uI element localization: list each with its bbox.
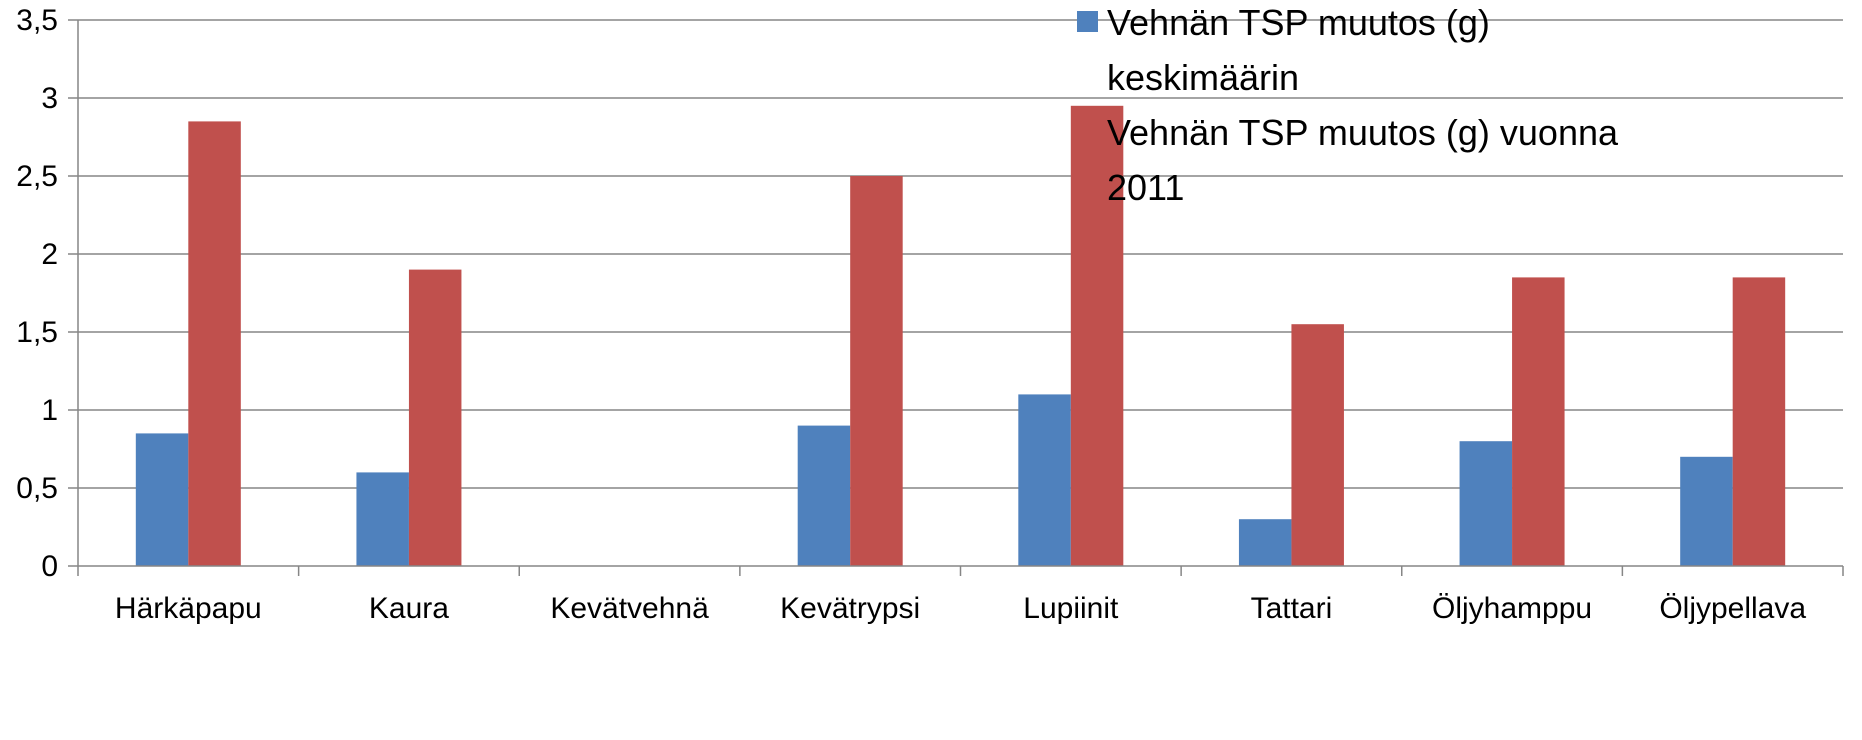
bar bbox=[1238, 519, 1292, 566]
legend-marker bbox=[1077, 11, 1098, 32]
legend-marker bbox=[1077, 121, 1098, 142]
y-tick-labels: 0 0,5 1 1,5 2 2,5 3 3,5 bbox=[16, 4, 58, 583]
x-category-label: Öljyhamppu bbox=[1432, 592, 1592, 625]
bar bbox=[1512, 277, 1565, 566]
bar bbox=[356, 472, 409, 566]
y-tick-label: 0 bbox=[41, 550, 58, 583]
axes bbox=[68, 19, 1844, 576]
bar bbox=[1070, 105, 1124, 567]
x-category-labels: Härkäpapu Kaura Kevätvehnä Kevätrypsi Lupiin… bbox=[115, 592, 1806, 625]
bar bbox=[408, 269, 462, 566]
x-category-label: Lupiinit bbox=[1023, 592, 1119, 625]
x-category-label: Tattari bbox=[1251, 592, 1333, 625]
gridlines bbox=[78, 19, 1843, 489]
legend-label: keskimäärin bbox=[1107, 57, 1299, 98]
bars bbox=[135, 105, 1786, 567]
bar bbox=[1291, 324, 1344, 566]
bar bbox=[135, 433, 189, 566]
x-category-label: Kevätvehnä bbox=[550, 592, 709, 625]
y-tick-label: 3,5 bbox=[16, 4, 58, 37]
bar bbox=[1680, 456, 1733, 566]
legend-label: Vehnän TSP muutos (g) vuonna bbox=[1107, 112, 1619, 153]
y-tick-label: 1,5 bbox=[16, 316, 58, 349]
y-tick-label: 1 bbox=[41, 394, 58, 427]
y-tick-label: 2,5 bbox=[16, 160, 58, 193]
legend: Vehnän TSP muutos (g) keskimäärin Vehnän T… bbox=[1077, 2, 1619, 208]
y-tick-label: 2 bbox=[41, 238, 58, 271]
y-tick-label: 3 bbox=[41, 82, 58, 115]
y-tick-label: 0,5 bbox=[16, 472, 58, 505]
x-category-label: Kaura bbox=[369, 592, 449, 625]
bar bbox=[797, 425, 851, 566]
legend-label: 2011 bbox=[1107, 167, 1184, 208]
bar bbox=[1459, 441, 1513, 566]
bar bbox=[188, 121, 241, 567]
x-category-label: Härkäpapu bbox=[115, 592, 262, 625]
x-category-label: Kevätrypsi bbox=[780, 592, 920, 625]
bar bbox=[1732, 277, 1786, 566]
legend-label: Vehnän TSP muutos (g) bbox=[1107, 2, 1490, 43]
bar bbox=[1018, 394, 1071, 566]
x-category-label: Öljypellava bbox=[1659, 592, 1806, 625]
bar bbox=[850, 176, 903, 566]
